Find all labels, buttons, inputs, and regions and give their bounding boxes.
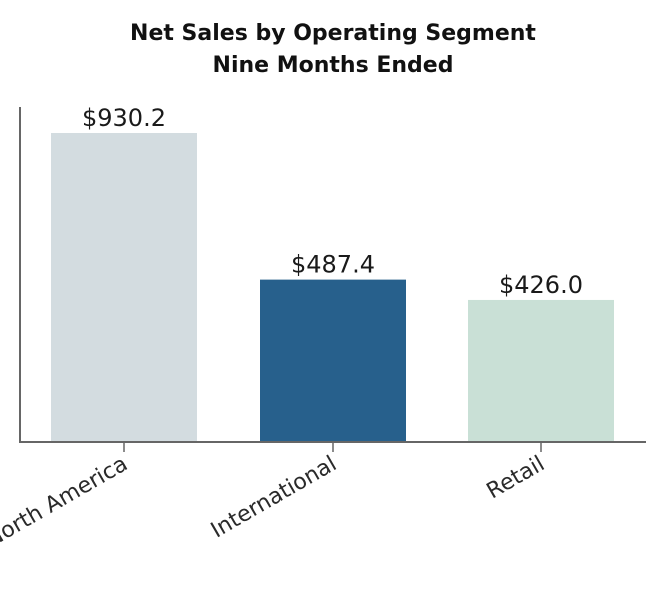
data-label-north-america: $930.2: [82, 104, 166, 132]
x-tick-label-retail: Retail: [483, 452, 549, 505]
data-label-retail: $426.0: [499, 271, 583, 299]
plot-area: $930.2 North America $487.4 International $4…: [0, 104, 614, 553]
data-label-international: $487.4: [291, 251, 375, 279]
chart-subtitle: Nine Months Ended: [213, 53, 454, 78]
bar-retail: [468, 299, 614, 441]
chart-title: Net Sales by Operating Segment: [130, 21, 536, 46]
x-tick-label-international: International: [207, 452, 341, 544]
bar-international: [260, 279, 406, 441]
bar-north-america: [51, 133, 197, 441]
x-tick-label-north-america: North America: [0, 452, 132, 553]
